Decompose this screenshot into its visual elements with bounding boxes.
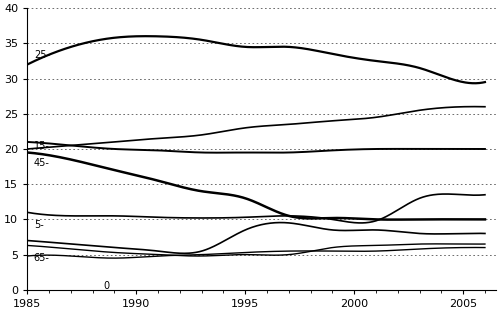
- Text: 15-: 15-: [34, 141, 50, 151]
- Text: 65-: 65-: [34, 253, 50, 263]
- Text: 45-: 45-: [34, 158, 50, 168]
- Text: 0: 0: [104, 280, 110, 290]
- Text: 25-: 25-: [34, 50, 50, 60]
- Text: 5-: 5-: [34, 220, 43, 230]
